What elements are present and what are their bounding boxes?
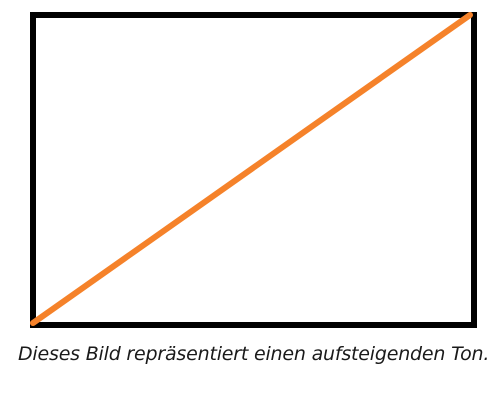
- diagram-frame: [30, 12, 477, 328]
- caption-text: Dieses Bild repräsentiert einen aufsteig…: [18, 343, 490, 365]
